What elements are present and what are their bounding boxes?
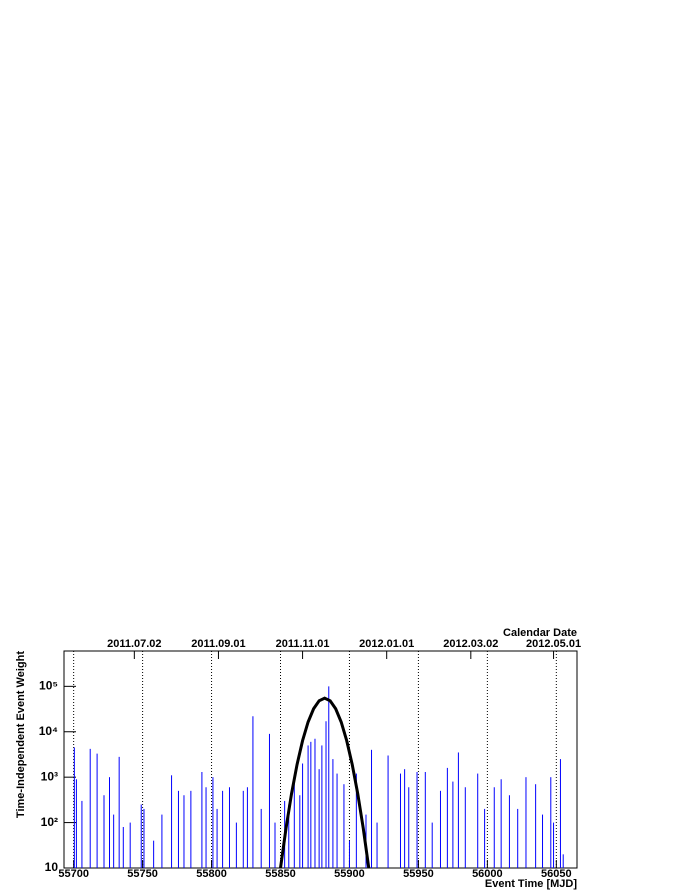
y-tick-label: 10³ — [41, 769, 58, 783]
y-tick-label: 10 — [45, 860, 59, 874]
y-tick-label: 10⁵ — [39, 679, 58, 693]
x-tick-label: 56000 — [472, 868, 503, 880]
x-tick-label: 55900 — [334, 868, 365, 880]
x-tick-label: 55700 — [58, 868, 89, 880]
x2-tick-label: 2012.01.01 — [359, 638, 414, 650]
x-axis-title: Event Time [MJD] — [485, 878, 577, 890]
x-tick-label: 55850 — [265, 868, 296, 880]
x-tick-label: 55800 — [196, 868, 227, 880]
x2-axis-title: Calendar Date — [503, 627, 577, 639]
x2-tick-label: 2012.05.01 — [526, 638, 581, 650]
x-tick-label: 56050 — [541, 868, 572, 880]
y-tick-label: 10² — [41, 815, 58, 829]
x2-tick-label: 2011.07.02 — [107, 638, 161, 650]
y-tick-label: 10⁴ — [39, 724, 58, 738]
x2-tick-label: 2012.03.02 — [443, 638, 498, 650]
y-axis-title: Time-Independent Event Weight — [15, 651, 27, 818]
x2-tick-label: 2011.09.01 — [191, 638, 245, 650]
fit-curve — [279, 696, 371, 869]
x-tick-label: 55950 — [403, 868, 434, 880]
plot-frame — [63, 650, 578, 869]
x2-tick-label: 2011.11.01 — [276, 638, 330, 650]
x-tick-label: 55750 — [127, 868, 158, 880]
